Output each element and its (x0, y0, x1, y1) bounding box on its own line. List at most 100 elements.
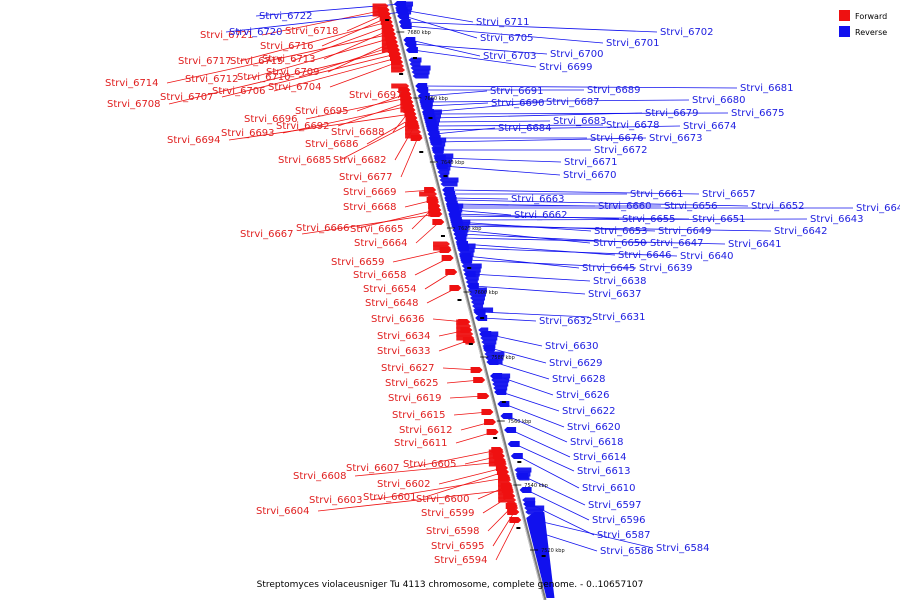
gene-label-strvi-6656[interactable]: Strvi_6656 (664, 201, 718, 212)
gene-label-strvi-6689[interactable]: Strvi_6689 (587, 85, 641, 96)
gene-label-strvi-6687[interactable]: Strvi_6687 (546, 97, 600, 108)
gene-label-strvi-6669[interactable]: Strvi_6669 (343, 187, 397, 198)
gene-label-strvi-6641[interactable]: Strvi_6641 (728, 239, 782, 250)
gene-strvi-6615[interactable] (481, 409, 494, 415)
gene-label-strvi-6678[interactable]: Strvi_6678 (606, 120, 660, 131)
gene-label-strvi-6676[interactable]: Strvi_6676 (590, 133, 644, 144)
gene-label-strvi-6597[interactable]: Strvi_6597 (588, 500, 642, 511)
gene-label-strvi-6720[interactable]: Strvi_6720 (229, 27, 283, 38)
gene-label-strvi-6662[interactable]: Strvi_6662 (514, 210, 568, 221)
gene-label-strvi-6646[interactable]: Strvi_6646 (618, 250, 672, 261)
gene-label-strvi-6611[interactable]: Strvi_6611 (394, 438, 448, 449)
gene-strvi-6700[interactable] (404, 41, 417, 47)
gene-label-strvi-6690[interactable]: Strvi_6690 (491, 98, 545, 109)
gene-label-strvi-6604[interactable]: Strvi_6604 (256, 506, 310, 517)
gene-strvi-6611[interactable] (486, 429, 499, 435)
gene-label-strvi-6613[interactable]: Strvi_6613 (577, 466, 631, 477)
gene-label-strvi-6711[interactable]: Strvi_6711 (476, 17, 530, 28)
gene-label-strvi-6696[interactable]: Strvi_6696 (244, 114, 298, 125)
gene-label-strvi-6672[interactable]: Strvi_6672 (594, 145, 648, 156)
gene-label-strvi-6660[interactable]: Strvi_6660 (598, 201, 652, 212)
gene-label-strvi-6668[interactable]: Strvi_6668 (343, 202, 397, 213)
gene-label-strvi-6675[interactable]: Strvi_6675 (731, 108, 785, 119)
gene-label-strvi-6632[interactable]: Strvi_6632 (539, 316, 593, 327)
gene-label-strvi-6722[interactable]: Strvi_6722 (259, 11, 313, 22)
gene-label-strvi-6667[interactable]: Strvi_6667 (240, 229, 294, 240)
gene-label-strvi-6649[interactable]: Strvi_6649 (658, 226, 712, 237)
gene-label-strvi-6594[interactable]: Strvi_6594 (434, 555, 488, 566)
gene-label-strvi-6639[interactable]: Strvi_6639 (639, 263, 693, 274)
gene-label-strvi-6629[interactable]: Strvi_6629 (549, 358, 603, 369)
gene-label-strvi-6721[interactable]: Strvi_6721 (200, 30, 254, 41)
gene-label-strvi-6586[interactable]: Strvi_6586 (600, 546, 654, 557)
gene-label-strvi-6704[interactable]: Strvi_6704 (268, 82, 322, 93)
gene-strvi-6648[interactable] (449, 285, 462, 291)
gene-label-strvi-6655[interactable]: Strvi_6655 (622, 214, 676, 225)
gene-label-strvi-6706[interactable]: Strvi_6706 (212, 86, 266, 97)
gene-label-strvi-6651[interactable]: Strvi_6651 (692, 214, 746, 225)
gene-label-strvi-6640[interactable]: Strvi_6640 (680, 251, 734, 262)
gene-label-strvi-6614[interactable]: Strvi_6614 (573, 452, 627, 463)
gene-label-strvi-6625[interactable]: Strvi_6625 (385, 378, 439, 389)
gene-label-strvi-6718[interactable]: Strvi_6718 (285, 26, 339, 37)
gene-label-strvi-6677[interactable]: Strvi_6677 (339, 172, 393, 183)
gene-strvi-6664[interactable] (432, 219, 445, 225)
gene-label-strvi-6618[interactable]: Strvi_6618 (570, 437, 624, 448)
gene-label-strvi-6717[interactable]: Strvi_6717 (178, 56, 232, 67)
gene-label-strvi-6665[interactable]: Strvi_6665 (350, 224, 404, 235)
gene-label-strvi-6644[interactable]: Strvi_6644 (856, 203, 900, 214)
gene-label-strvi-6671[interactable]: Strvi_6671 (564, 157, 618, 168)
gene-label-strvi-6634[interactable]: Strvi_6634 (377, 331, 431, 342)
gene-label-strvi-6694[interactable]: Strvi_6694 (167, 135, 221, 146)
gene-label-strvi-6659[interactable]: Strvi_6659 (331, 257, 385, 268)
gene-label-strvi-6628[interactable]: Strvi_6628 (552, 374, 606, 385)
gene-label-strvi-6599[interactable]: Strvi_6599 (421, 508, 475, 519)
gene-label-strvi-6693[interactable]: Strvi_6693 (221, 128, 275, 139)
gene-strvi-6620[interactable] (497, 401, 510, 407)
gene-strvi-6596[interactable] (519, 487, 532, 493)
gene-strvi-6658[interactable] (441, 255, 454, 261)
gene-label-strvi-6645[interactable]: Strvi_6645 (582, 263, 636, 274)
gene-label-strvi-6612[interactable]: Strvi_6612 (399, 425, 453, 436)
gene-label-strvi-6605[interactable]: Strvi_6605 (403, 459, 457, 470)
gene-strvi-6610[interactable] (510, 453, 523, 459)
gene-label-strvi-6702[interactable]: Strvi_6702 (660, 27, 714, 38)
gene-label-strvi-6648[interactable]: Strvi_6648 (365, 298, 419, 309)
gene-label-strvi-6603[interactable]: Strvi_6603 (309, 495, 363, 506)
gene-label-strvi-6598[interactable]: Strvi_6598 (426, 526, 480, 537)
gene-label-strvi-6673[interactable]: Strvi_6673 (649, 133, 703, 144)
gene-label-strvi-6636[interactable]: Strvi_6636 (371, 314, 425, 325)
gene-label-strvi-6601[interactable]: Strvi_6601 (363, 492, 417, 503)
gene-strvi-6618[interactable] (500, 413, 513, 419)
gene-label-strvi-6607[interactable]: Strvi_6607 (346, 463, 400, 474)
gene-strvi-6612[interactable] (484, 419, 497, 425)
gene-label-strvi-6686[interactable]: Strvi_6686 (305, 139, 359, 150)
gene-label-strvi-6710[interactable]: Strvi_6710 (237, 72, 291, 83)
gene-strvi-6613[interactable] (507, 441, 520, 447)
gene-label-strvi-6584[interactable]: Strvi_6584 (656, 543, 710, 554)
gene-label-strvi-6663[interactable]: Strvi_6663 (511, 194, 565, 205)
gene-label-strvi-6714[interactable]: Strvi_6714 (105, 78, 159, 89)
gene-label-strvi-6658[interactable]: Strvi_6658 (353, 270, 407, 281)
gene-label-strvi-6705[interactable]: Strvi_6705 (480, 33, 534, 44)
gene-label-strvi-6679[interactable]: Strvi_6679 (645, 108, 699, 119)
gene-strvi-6689[interactable] (416, 87, 429, 93)
gene-strvi-6701[interactable] (399, 23, 412, 29)
gene-label-strvi-6652[interactable]: Strvi_6652 (751, 201, 805, 212)
gene-label-strvi-6600[interactable]: Strvi_6600 (416, 494, 470, 505)
gene-label-strvi-6674[interactable]: Strvi_6674 (683, 121, 737, 132)
gene-label-strvi-6701[interactable]: Strvi_6701 (606, 38, 660, 49)
gene-label-strvi-6596[interactable]: Strvi_6596 (592, 515, 646, 526)
gene-strvi-6619[interactable] (477, 393, 490, 399)
gene-label-strvi-6610[interactable]: Strvi_6610 (582, 483, 636, 494)
gene-label-strvi-6633[interactable]: Strvi_6633 (377, 346, 431, 357)
gene-label-strvi-6670[interactable]: Strvi_6670 (563, 170, 617, 181)
gene-label-strvi-6685[interactable]: Strvi_6685 (278, 155, 332, 166)
gene-strvi-6654[interactable] (445, 269, 458, 275)
gene-strvi-6627[interactable] (470, 367, 483, 373)
gene-label-strvi-6707[interactable]: Strvi_6707 (160, 92, 214, 103)
gene-label-strvi-6713[interactable]: Strvi_6713 (262, 54, 316, 65)
gene-label-strvi-6627[interactable]: Strvi_6627 (381, 363, 435, 374)
gene-label-strvi-6695[interactable]: Strvi_6695 (295, 106, 349, 117)
gene-label-strvi-6654[interactable]: Strvi_6654 (363, 284, 417, 295)
